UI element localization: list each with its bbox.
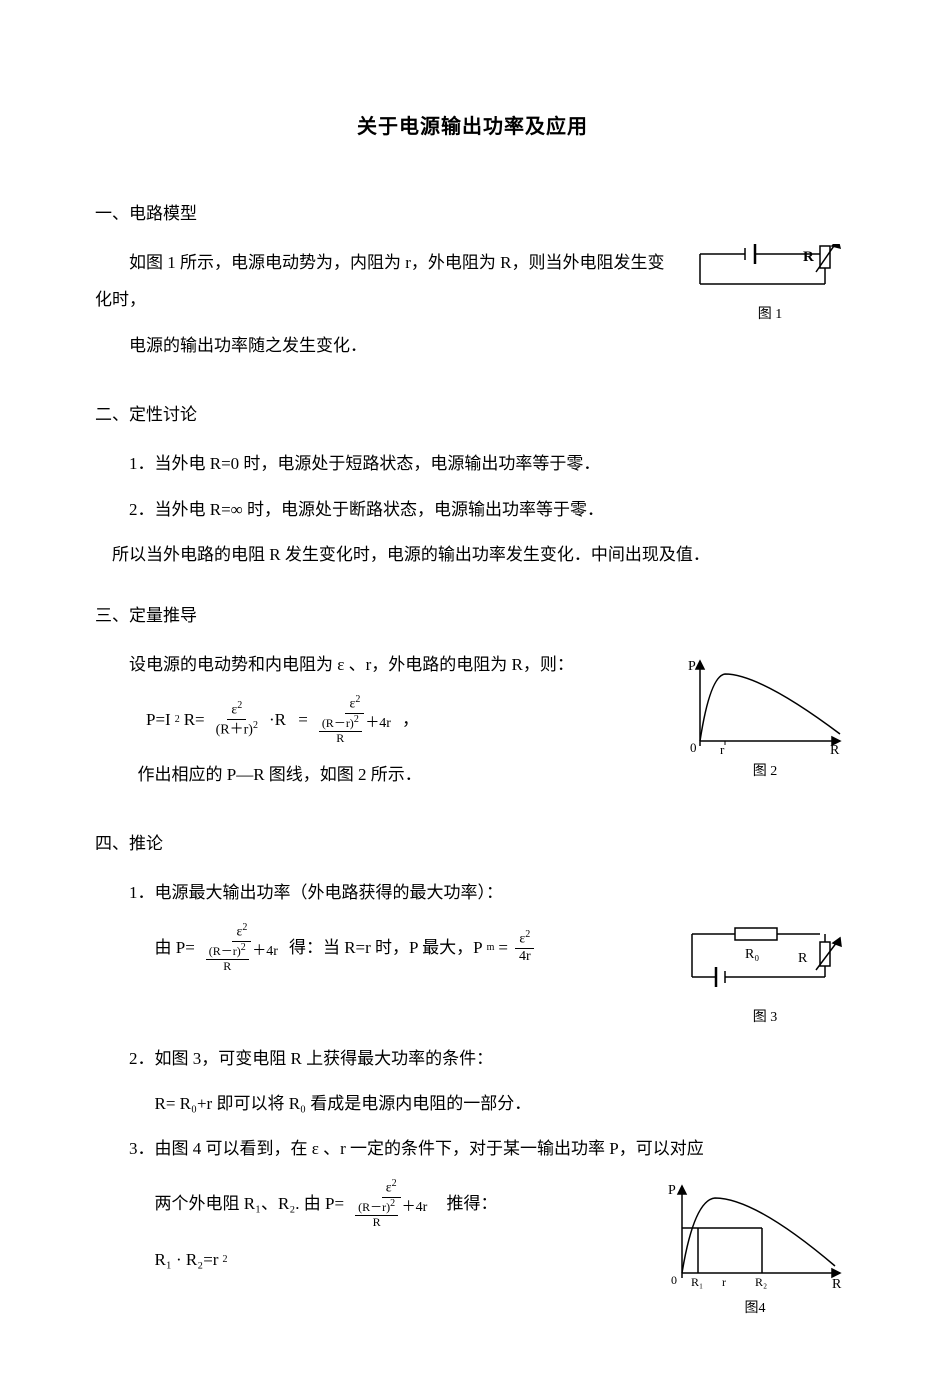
- fig2-r-label: r: [720, 742, 725, 756]
- section2-item2: 2．当外电 R=∞ 时，电源处于断路状态，电源输出功率等于零．: [129, 491, 850, 528]
- fig4-R2: R₂: [755, 1275, 767, 1289]
- fig4-r: r: [722, 1275, 726, 1289]
- fig2-R-label: R: [830, 743, 840, 756]
- fig1-R-label: R: [803, 249, 814, 265]
- fig4-R: R: [832, 1277, 842, 1292]
- fig4-caption: 图4: [660, 1297, 850, 1317]
- section4-item1: 1．电源最大输出功率（外电路获得的最大功率）：: [129, 874, 850, 911]
- section3-main-equation: P=I2R= ε2 (R＋r)2 ·R = ε2 (R－r)2 R ＋4r ，: [146, 694, 666, 746]
- section-2-head: 二、定性讨论: [95, 400, 850, 425]
- figure-1: R 图 1: [690, 244, 850, 323]
- section4-eq1: 由 P= ε2 (R－r)2 R ＋4r 得：当 R=r 时，P 最大，Pm= …: [155, 922, 667, 974]
- fig4-zero: 0: [671, 1273, 677, 1287]
- fig4-R1: R₁: [691, 1275, 703, 1289]
- fig3-R0: R₀: [745, 947, 759, 962]
- section4-item2: 2．如图 3，可变电阻 R 上获得最大功率的条件：: [129, 1040, 850, 1077]
- section1-para-b: 电源的输出功率随之发生变化．: [129, 327, 850, 364]
- section4-eq4: R₁ · R₂=r2: [155, 1248, 647, 1272]
- figure-2: P R 0 r 图 2: [680, 656, 850, 780]
- fig4-P: P: [668, 1183, 676, 1198]
- section4-item2b: R= R₀+r 即可以将 R₀ 看成是电源内电阻的一部分．: [155, 1085, 851, 1122]
- fig1-caption: 图 1: [690, 303, 850, 323]
- section4-item3a: 3．由图 4 可以看到，在 ε 、r 一定的条件下，对于某一输出功率 P，可以对…: [129, 1130, 850, 1167]
- section2-conclusion: 所以当外电路的电阻 R 发生变化时，电源的输出功率发生变化．中间出现及值．: [95, 536, 850, 573]
- section-4-head: 四、推论: [95, 829, 850, 854]
- fig2-P-label: P: [688, 659, 696, 674]
- page-title: 关于电源输出功率及应用: [95, 110, 850, 139]
- section-1-head: 一、电路模型: [95, 199, 850, 224]
- section-3-head: 三、定量推导: [95, 601, 850, 626]
- section2-item1: 1．当外电 R=0 时，电源处于短路状态，电源输出功率等于零．: [129, 445, 850, 482]
- figure-4: P R 0 R₁ r R₂ 图4: [660, 1178, 850, 1317]
- fig2-caption: 图 2: [680, 760, 850, 780]
- section4-eq3: 两个外电阻 R₁、R₂. 由 P= ε2 (R－r)2 R ＋4r 推得：: [155, 1178, 647, 1230]
- fig2-zero: 0: [690, 740, 697, 755]
- fig3-R: R: [798, 951, 808, 966]
- fig3-caption: 图 3: [680, 1006, 850, 1026]
- figure-3: R₀ R 图 3: [680, 922, 850, 1026]
